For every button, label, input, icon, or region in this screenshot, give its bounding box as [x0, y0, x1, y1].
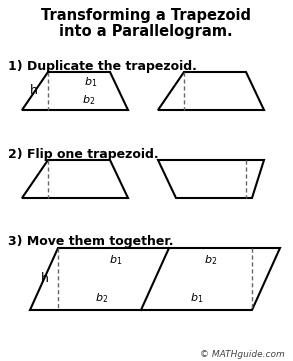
Text: 2) Flip one trapezoid.: 2) Flip one trapezoid.	[8, 148, 159, 161]
Text: Transforming a Trapezoid: Transforming a Trapezoid	[41, 8, 251, 23]
Text: $b_2$: $b_2$	[95, 291, 108, 305]
Polygon shape	[22, 72, 128, 110]
Text: $b_2$: $b_2$	[204, 253, 217, 267]
Text: $b_1$: $b_1$	[84, 75, 98, 89]
Text: $b_1$: $b_1$	[190, 291, 203, 305]
Text: 1) Duplicate the trapezoid.: 1) Duplicate the trapezoid.	[8, 60, 197, 73]
Text: h: h	[41, 273, 49, 286]
Text: 3) Move them together.: 3) Move them together.	[8, 235, 173, 248]
Polygon shape	[158, 160, 264, 198]
Text: © MATHguide.com: © MATHguide.com	[200, 350, 285, 359]
Text: h: h	[30, 84, 38, 97]
Text: $b_2$: $b_2$	[82, 93, 96, 107]
Text: $b_1$: $b_1$	[109, 253, 122, 267]
Polygon shape	[158, 72, 264, 110]
Polygon shape	[22, 160, 128, 198]
Polygon shape	[30, 248, 280, 310]
Text: into a Parallelogram.: into a Parallelogram.	[59, 24, 233, 39]
